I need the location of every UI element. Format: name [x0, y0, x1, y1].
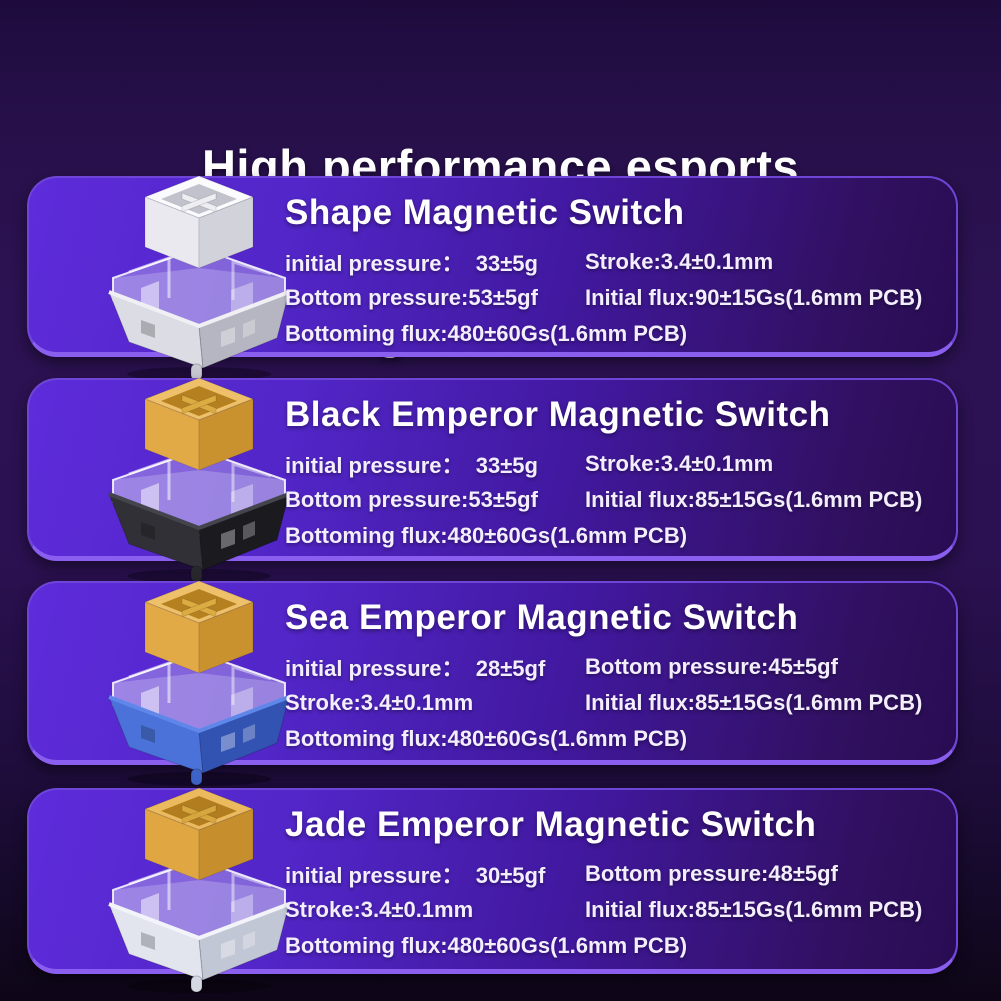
spec-bottoming-flux: Bottoming flux:480±60Gs(1.6mm PCB)	[285, 523, 688, 548]
spec-bottoming-flux: Bottoming flux:480±60Gs(1.6mm PCB)	[285, 726, 688, 751]
spec-row: Stroke:3.4±0.1mm Initial flux:85±15Gs(1.…	[285, 892, 940, 928]
spec-initial-pressure: initial pressure： 33±5g	[285, 453, 538, 478]
spec-list: initial pressure： 30±5gf Bottom pressure…	[285, 856, 940, 964]
spec-row: Bottoming flux:480±60Gs(1.6mm PCB)	[285, 518, 940, 554]
spec-bottoming-flux: Bottoming flux:480±60Gs(1.6mm PCB)	[285, 933, 688, 958]
product-card-sea-emperor: Sea Emperor Magnetic Switch initial pres…	[27, 580, 958, 786]
spec-row: Bottom pressure:53±5gf Initial flux:90±1…	[285, 280, 940, 316]
card-title: Jade Emperor Magnetic Switch	[285, 805, 817, 844]
spec-row: initial pressure： 33±5g Stroke:3.4±0.1mm	[285, 244, 940, 280]
spec-list: initial pressure： 33±5g Stroke:3.4±0.1mm…	[285, 244, 940, 352]
card-title: Black Emperor Magnetic Switch	[285, 395, 831, 434]
spec-row: Bottoming flux:480±60Gs(1.6mm PCB)	[285, 721, 940, 757]
spec-bottoming-flux: Bottoming flux:480±60Gs(1.6mm PCB)	[285, 321, 688, 346]
spec-initial-flux: Initial flux:85±15Gs(1.6mm PCB)	[585, 487, 923, 512]
spec-initial-pressure: initial pressure： 33±5g	[285, 251, 538, 276]
card-content: Sea Emperor Magnetic Switch initial pres…	[285, 583, 940, 760]
spec-list: initial pressure： 28±5gf Bottom pressure…	[285, 649, 940, 757]
spec-stroke: Stroke:3.4±0.1mm	[585, 249, 774, 274]
product-card-shape: Shape Magnetic Switch initial pressure： …	[27, 175, 958, 381]
spec-bottom-pressure: Bottom pressure:45±5gf	[585, 654, 838, 679]
spec-row: initial pressure： 28±5gf Bottom pressure…	[285, 649, 940, 685]
spec-bottom-pressure: Bottom pressure:53±5gf	[285, 487, 538, 512]
card-content: Jade Emperor Magnetic Switch initial pre…	[285, 790, 940, 969]
spec-initial-flux: Initial flux:90±15Gs(1.6mm PCB)	[585, 285, 923, 310]
spec-row: Stroke:3.4±0.1mm Initial flux:85±15Gs(1.…	[285, 685, 940, 721]
spec-row: Bottoming flux:480±60Gs(1.6mm PCB)	[285, 316, 940, 352]
spec-initial-flux: Initial flux:85±15Gs(1.6mm PCB)	[585, 690, 923, 715]
card-title: Sea Emperor Magnetic Switch	[285, 598, 799, 637]
spec-initial-pressure: initial pressure： 30±5gf	[285, 863, 546, 888]
spec-row: Bottom pressure:53±5gf Initial flux:85±1…	[285, 482, 940, 518]
spec-list: initial pressure： 33±5g Stroke:3.4±0.1mm…	[285, 446, 940, 554]
spec-initial-flux: Initial flux:85±15Gs(1.6mm PCB)	[585, 897, 923, 922]
spec-stroke: Stroke:3.4±0.1mm	[585, 451, 774, 476]
card-content: Black Emperor Magnetic Switch initial pr…	[285, 380, 940, 556]
spec-bottom-pressure: Bottom pressure:53±5gf	[285, 285, 538, 310]
spec-row: Bottoming flux:480±60Gs(1.6mm PCB)	[285, 928, 940, 964]
product-card-jade-emperor: Jade Emperor Magnetic Switch initial pre…	[27, 787, 958, 993]
card-content: Shape Magnetic Switch initial pressure： …	[285, 178, 940, 352]
card-title: Shape Magnetic Switch	[285, 193, 685, 232]
spec-row: initial pressure： 30±5gf Bottom pressure…	[285, 856, 940, 892]
spec-initial-pressure: initial pressure： 28±5gf	[285, 656, 546, 681]
product-card-black-emperor: Black Emperor Magnetic Switch initial pr…	[27, 377, 958, 583]
spec-bottom-pressure: Bottom pressure:48±5gf	[585, 861, 838, 886]
spec-row: initial pressure： 33±5g Stroke:3.4±0.1mm	[285, 446, 940, 482]
spec-stroke: Stroke:3.4±0.1mm	[285, 897, 474, 922]
spec-stroke: Stroke:3.4±0.1mm	[285, 690, 474, 715]
